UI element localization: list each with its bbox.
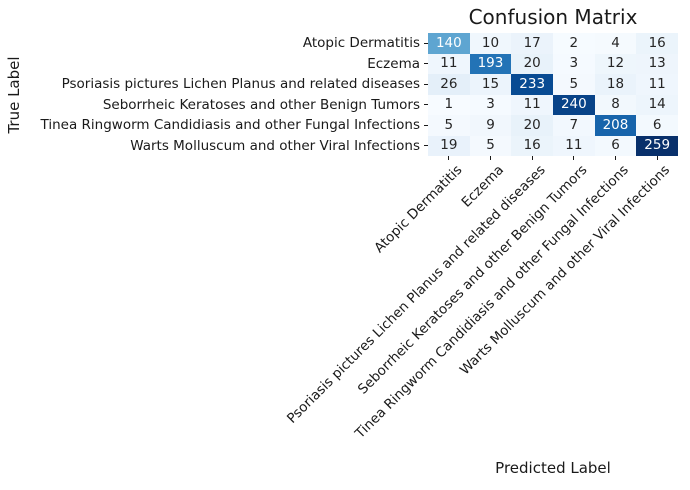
- x-tick-mark: [573, 156, 575, 160]
- heatmap-cell: 11: [511, 94, 553, 115]
- heatmap-cell: 15: [469, 74, 512, 95]
- heatmap-cell: 208: [594, 115, 637, 136]
- heatmap-cell: 240: [553, 94, 595, 115]
- heatmap-cell: 5: [428, 115, 470, 136]
- heatmap-cell: 9: [469, 115, 512, 136]
- y-tick-label: Seborrheic Keratoses and other Benign Tu…: [102, 96, 420, 113]
- heatmap-cell: 1: [428, 94, 470, 115]
- heatmap-cell: 17: [511, 33, 553, 54]
- x-tick-mark: [448, 156, 450, 160]
- y-tick-mark: [424, 124, 428, 126]
- y-tick-mark: [424, 83, 428, 85]
- heatmap-cell: 8: [594, 94, 637, 115]
- heatmap-grid: 140 10 17 2 4 16 11 193 20 3 12 13 26 15 233 5 18 11 1 3 11 2…: [428, 33, 678, 156]
- y-tick-mark: [424, 63, 428, 65]
- y-tick-mark: [424, 42, 428, 44]
- y-tick-label: Warts Molluscum and other Viral Infectio…: [130, 137, 420, 154]
- x-tick-mark: [656, 156, 658, 160]
- heatmap-cell: 259: [636, 135, 678, 156]
- heatmap-cell: 11: [636, 74, 678, 95]
- heatmap-cell: 26: [428, 74, 470, 95]
- heatmap-cell: 12: [594, 53, 637, 74]
- heatmap-cell: 20: [511, 115, 553, 136]
- chart-title: Confusion Matrix: [468, 5, 638, 29]
- y-axis-label: True Label: [5, 56, 23, 134]
- heatmap-cell: 19: [428, 135, 470, 156]
- heatmap-cell: 3: [553, 53, 595, 74]
- y-tick-label: Eczema: [367, 55, 420, 72]
- heatmap-cell: 233: [511, 74, 553, 95]
- y-tick-mark: [424, 145, 428, 147]
- heatmap-cell: 2: [553, 33, 595, 54]
- heatmap-cell: 13: [636, 53, 678, 74]
- heatmap-cell: 5: [553, 74, 595, 95]
- heatmap-cell: 10: [469, 33, 512, 54]
- heatmap-cell: 11: [553, 135, 595, 156]
- heatmap-cell: 11: [428, 53, 470, 74]
- heatmap-cell: 16: [511, 135, 553, 156]
- heatmap-cell: 4: [594, 33, 637, 54]
- x-axis-label: Predicted Label: [495, 459, 611, 477]
- heatmap-cell: 5: [469, 135, 512, 156]
- x-tick-mark: [614, 156, 617, 160]
- x-tick-label: Atopic Dermatitis: [371, 162, 466, 257]
- heatmap-cell: 20: [511, 53, 553, 74]
- x-tick-mark: [531, 156, 533, 160]
- x-tick-label: Tinea Ringworm Candidiasis and other Fun…: [352, 162, 632, 442]
- y-tick-mark: [424, 104, 428, 106]
- heatmap-cell: 18: [594, 74, 637, 95]
- x-tick-mark: [489, 156, 492, 160]
- y-tick-label: Psoriasis pictures Lichen Planus and rel…: [61, 76, 420, 92]
- heatmap-cell: 6: [636, 115, 678, 136]
- heatmap-cell: 193: [469, 53, 512, 74]
- heatmap-cell: 16: [636, 33, 678, 54]
- heatmap-cell: 3: [469, 94, 512, 115]
- heatmap-cell: 140: [428, 33, 470, 54]
- y-tick-label: Atopic Dermatitis: [302, 35, 420, 51]
- heatmap-cell: 14: [636, 94, 678, 115]
- y-tick-label: Tinea Ringworm Candidiasis and other Fun…: [40, 117, 420, 133]
- heatmap-cell: 6: [594, 135, 637, 156]
- heatmap-cell: 7: [553, 115, 595, 136]
